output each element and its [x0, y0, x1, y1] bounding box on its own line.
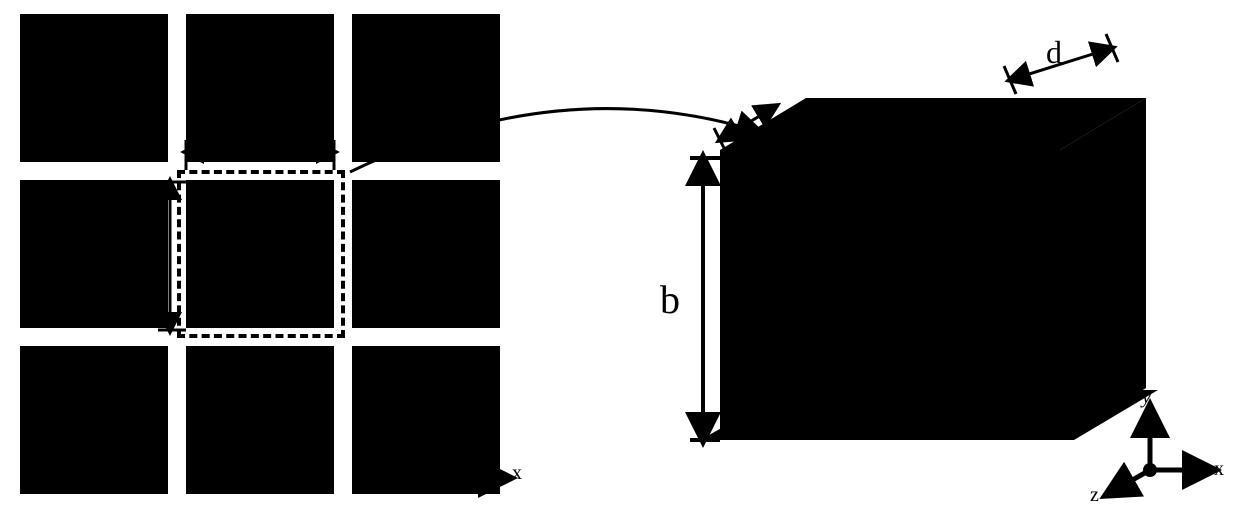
- axis-y-label-3d: y: [1142, 386, 1151, 409]
- dimension-d-label: d: [1046, 34, 1062, 71]
- dimension-d-icon: [0, 0, 1240, 506]
- axis-z-label-3d: z: [1090, 484, 1099, 506]
- axis-x-label-3d: x: [1214, 458, 1224, 481]
- figure-canvas: x y b: [0, 0, 1240, 506]
- axes-3d-icon: [1090, 396, 1230, 506]
